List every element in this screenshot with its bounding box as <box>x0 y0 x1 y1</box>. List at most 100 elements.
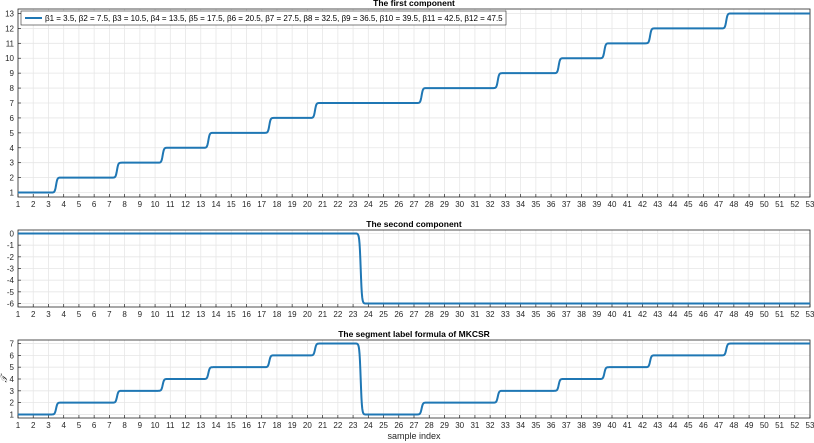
x-tick-label: 24 <box>364 421 373 430</box>
x-tick-label: 14 <box>212 310 221 319</box>
x-tick-label: 45 <box>684 310 693 319</box>
y-tick-label: 2 <box>10 399 15 408</box>
x-tick-label: 20 <box>303 200 312 209</box>
y-tick-label: 12 <box>5 24 14 33</box>
x-tick-label: 23 <box>349 310 358 319</box>
x-tick-label: 34 <box>516 200 525 209</box>
x-tick-label: 7 <box>107 200 112 209</box>
x-tick-label: 46 <box>699 421 708 430</box>
x-tick-label: 10 <box>151 421 160 430</box>
x-tick-label: 28 <box>425 200 434 209</box>
x-tick-label: 10 <box>151 200 160 209</box>
x-tick-label: 11 <box>166 310 175 319</box>
x-tick-label: 9 <box>138 200 143 209</box>
x-tick-label: 44 <box>668 421 677 430</box>
x-tick-label: 1 <box>16 421 21 430</box>
x-tick-label: 1 <box>16 310 21 319</box>
x-tick-label: 19 <box>288 421 297 430</box>
x-tick-label: 53 <box>806 200 814 209</box>
y-tick-label: 11 <box>6 39 15 48</box>
x-tick-label: 21 <box>318 421 327 430</box>
y-tick-label: 3 <box>10 159 15 168</box>
x-tick-label: 7 <box>107 310 112 319</box>
x-tick-label: 5 <box>77 421 82 430</box>
x-tick-label: 14 <box>212 200 221 209</box>
x-tick-label: 27 <box>410 200 419 209</box>
x-tick-label: 42 <box>638 310 647 319</box>
x-tick-label: 24 <box>364 310 373 319</box>
x-tick-label: 20 <box>303 310 312 319</box>
x-tick-label: 30 <box>455 310 464 319</box>
x-tick-label: 37 <box>562 421 571 430</box>
x-tick-label: 27 <box>410 310 419 319</box>
x-tick-label: 53 <box>806 310 814 319</box>
x-tick-label: 47 <box>714 310 723 319</box>
x-tick-label: 5 <box>77 200 82 209</box>
x-tick-label: 12 <box>181 200 190 209</box>
y-tick-label: 0 <box>10 230 15 239</box>
x-tick-label: 40 <box>608 310 617 319</box>
y-tick-label: 8 <box>10 84 15 93</box>
legend-label: β1 = 3.5, β2 = 7.5, β3 = 10.5, β4 = 13.5… <box>45 14 503 23</box>
legend-box <box>20 10 507 26</box>
x-tick-label: 13 <box>196 310 205 319</box>
x-tick-label: 9 <box>138 421 143 430</box>
x-tick-label: 15 <box>227 421 236 430</box>
x-tick-label: 30 <box>455 200 464 209</box>
chart-title: The segment label formula of MKCSR <box>338 329 490 339</box>
x-tick-label: 37 <box>562 310 571 319</box>
x-tick-label: 21 <box>318 200 327 209</box>
x-tick-label: 26 <box>394 200 403 209</box>
chart-title: The first component <box>373 0 455 8</box>
x-tick-label: 38 <box>577 421 586 430</box>
x-tick-label: 4 <box>61 421 66 430</box>
y-tick-label: 10 <box>5 54 14 63</box>
x-tick-label: 11 <box>166 421 175 430</box>
x-tick-label: 45 <box>684 421 693 430</box>
series-line <box>18 342 810 416</box>
x-tick-label: 51 <box>775 421 784 430</box>
x-tick-label: 29 <box>440 310 449 319</box>
x-tick-label: 6 <box>92 421 97 430</box>
x-tick-label: 50 <box>760 200 769 209</box>
x-tick-label: 46 <box>699 200 708 209</box>
x-tick-label: 22 <box>333 310 342 319</box>
chart-panel-1: 1 2 3 4 5 6 7 8 9 10 11 12 13 14 15 16 17 18 19 20 21 22 23 24 2… <box>5 0 814 209</box>
y-axis-label: 𝒯 <box>0 372 9 382</box>
x-tick-label: 9 <box>138 310 143 319</box>
x-tick-label: 13 <box>196 200 205 209</box>
x-tick-label: 13 <box>196 421 205 430</box>
y-tick-label: 3 <box>10 387 15 396</box>
x-tick-label: 43 <box>653 310 662 319</box>
x-tick-label: 34 <box>516 310 525 319</box>
x-tick-label: 35 <box>531 200 540 209</box>
x-tick-label: 46 <box>699 310 708 319</box>
x-tick-label: 42 <box>638 421 647 430</box>
x-tick-label: 18 <box>272 421 281 430</box>
x-tick-label: 15 <box>227 200 236 209</box>
x-tick-label: 33 <box>501 310 510 319</box>
x-tick-label: 15 <box>227 310 236 319</box>
x-tick-label: 17 <box>257 421 266 430</box>
x-tick-label: 16 <box>242 421 251 430</box>
x-tick-label: 52 <box>790 421 799 430</box>
x-tick-label: 12 <box>181 421 190 430</box>
x-tick-label: 31 <box>470 200 479 209</box>
x-tick-label: 39 <box>592 200 601 209</box>
x-tick-label: 22 <box>333 421 342 430</box>
x-tick-label: 48 <box>729 200 738 209</box>
legend: β1 = 3.5, β2 = 7.5, β3 = 10.5, β4 = 13.5… <box>20 10 507 26</box>
x-tick-label: 41 <box>623 200 632 209</box>
x-tick-label: 17 <box>257 310 266 319</box>
x-tick-label: 38 <box>577 200 586 209</box>
y-tick-label: -6 <box>7 300 15 309</box>
x-tick-label: 6 <box>92 200 97 209</box>
x-tick-label: 18 <box>272 310 281 319</box>
y-tick-label: 9 <box>10 69 15 78</box>
y-tick-label: -3 <box>7 265 15 274</box>
x-tick-label: 41 <box>623 310 632 319</box>
y-tick-label: 13 <box>5 9 14 18</box>
x-tick-label: 21 <box>318 310 327 319</box>
x-tick-label: 25 <box>379 421 388 430</box>
x-tick-label: 49 <box>745 421 754 430</box>
